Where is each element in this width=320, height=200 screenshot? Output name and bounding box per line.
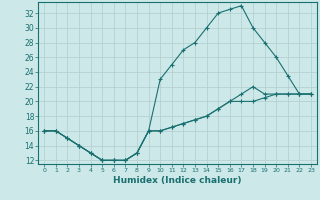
X-axis label: Humidex (Indice chaleur): Humidex (Indice chaleur) xyxy=(113,176,242,185)
